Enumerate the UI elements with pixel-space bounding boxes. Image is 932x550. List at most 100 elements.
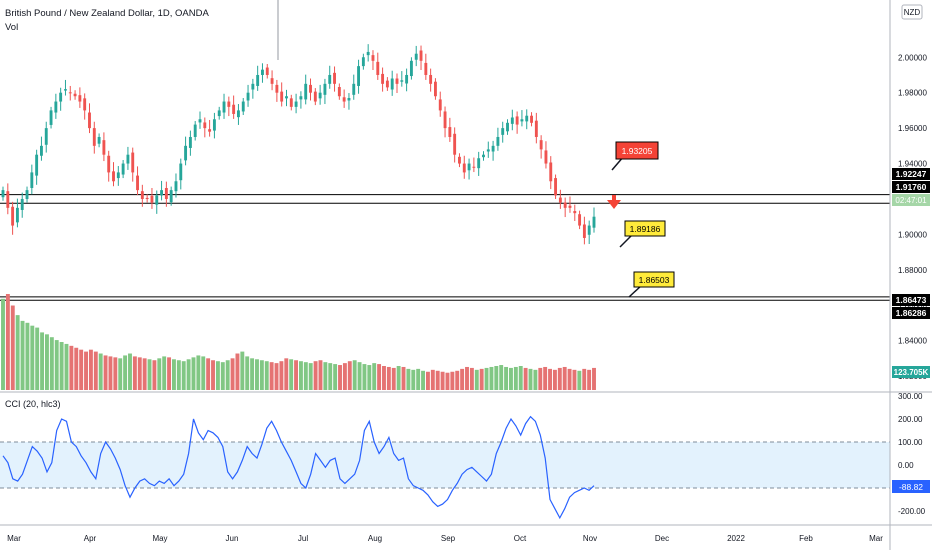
candle-body bbox=[208, 129, 212, 132]
callout-red-text: 1.93205 bbox=[622, 146, 653, 156]
volume-bar bbox=[528, 368, 533, 390]
cci-value-tag: -88.82 bbox=[892, 480, 930, 493]
candle-body bbox=[347, 98, 351, 101]
candle-body bbox=[59, 92, 63, 102]
candle-body bbox=[544, 150, 548, 164]
volume-bar bbox=[255, 359, 259, 390]
price-tag-level-d: 1.86286 bbox=[892, 307, 930, 319]
time-tick-label: May bbox=[152, 534, 167, 543]
candle-body bbox=[184, 145, 188, 161]
volume-bar bbox=[294, 360, 299, 390]
cci-tick-label: 300.00 bbox=[898, 392, 923, 401]
price-tick-label: 1.88000 bbox=[898, 266, 927, 275]
candle-body bbox=[155, 195, 159, 205]
candle-body bbox=[64, 89, 67, 91]
candle-body bbox=[448, 127, 452, 137]
time-tick-label: Oct bbox=[514, 534, 527, 543]
price-tick-label: 1.98000 bbox=[898, 89, 927, 98]
currency-badge[interactable]: NZD bbox=[901, 4, 923, 20]
price-tick-label: 1.94000 bbox=[898, 160, 927, 169]
candle-body bbox=[390, 78, 394, 90]
volume-bar bbox=[587, 369, 592, 390]
volume-bar bbox=[474, 369, 479, 390]
volume-bar bbox=[49, 337, 54, 390]
time-tick-label: Mar bbox=[7, 534, 21, 543]
volume-bar bbox=[167, 357, 172, 390]
candle-body bbox=[534, 120, 538, 137]
candle-body bbox=[385, 80, 389, 88]
candle-body bbox=[116, 172, 120, 179]
volume-bar bbox=[245, 356, 250, 390]
cci-pane[interactable] bbox=[0, 415, 890, 520]
volume-bar bbox=[147, 359, 152, 390]
candle-body bbox=[15, 207, 19, 223]
volume-bar bbox=[328, 363, 333, 390]
volume-bar bbox=[592, 367, 596, 390]
callout-yellow-2[interactable]: 1.86503 bbox=[628, 271, 675, 298]
candle-body bbox=[333, 72, 336, 84]
candle-body bbox=[49, 110, 53, 125]
candle-body bbox=[337, 87, 341, 97]
candle-body bbox=[83, 98, 87, 111]
candle-body bbox=[121, 163, 125, 175]
volume-bar bbox=[54, 340, 59, 390]
candle-body bbox=[400, 80, 404, 82]
candle-body bbox=[419, 50, 423, 61]
candle-body bbox=[232, 104, 236, 114]
volume-bar bbox=[333, 364, 338, 390]
candle-body bbox=[54, 101, 58, 113]
candle-body bbox=[328, 74, 332, 84]
countdown-tag: 02:47:01 bbox=[892, 194, 930, 206]
candle-body bbox=[131, 152, 135, 173]
time-tick-label: Jun bbox=[226, 534, 239, 543]
candle-body bbox=[525, 115, 529, 122]
candle-body bbox=[256, 74, 260, 86]
volume-bar bbox=[191, 357, 196, 390]
volume-bar bbox=[176, 360, 181, 390]
candle-body bbox=[357, 66, 361, 86]
chart-title: British Pound / New Zealand Dollar, 1D, … bbox=[5, 8, 209, 19]
volume-bar bbox=[64, 343, 69, 390]
volume-bar bbox=[211, 360, 215, 390]
price-pane[interactable] bbox=[0, 44, 890, 390]
candle-body bbox=[318, 92, 322, 99]
candle-body bbox=[381, 73, 385, 84]
cci-tick-label: -200.00 bbox=[898, 507, 926, 516]
candle-body bbox=[433, 81, 437, 97]
volume-bar bbox=[132, 356, 137, 390]
volume-bar bbox=[504, 366, 509, 390]
candle-body bbox=[11, 206, 15, 226]
svg-text:-88.82: -88.82 bbox=[899, 482, 923, 492]
price-tag-level-a: 1.92247 bbox=[892, 168, 930, 180]
candle-body bbox=[126, 154, 130, 164]
candle-body bbox=[68, 92, 72, 94]
candle-body bbox=[261, 69, 264, 75]
candle-body bbox=[443, 111, 447, 129]
candle-body bbox=[140, 191, 144, 199]
volume-bar bbox=[352, 360, 357, 390]
volume-bar bbox=[377, 364, 382, 390]
candle-body bbox=[30, 172, 34, 189]
volume-bar bbox=[269, 362, 274, 390]
volume-bar bbox=[342, 363, 347, 390]
candle-body bbox=[530, 115, 533, 123]
volume-bar bbox=[567, 368, 572, 390]
candle-body bbox=[174, 181, 178, 192]
candle-body bbox=[477, 158, 481, 169]
volume-bar bbox=[533, 369, 538, 390]
volume-bar bbox=[284, 358, 289, 390]
candle-body bbox=[342, 97, 346, 102]
callout-yellow-1[interactable]: 1.89186 bbox=[619, 220, 666, 248]
volume-bar bbox=[518, 366, 523, 390]
volume-bar bbox=[103, 355, 108, 390]
callout-red[interactable]: 1.93205 bbox=[611, 141, 659, 171]
time-axis[interactable]: Mar Apr May Jun Jul Aug Sep Oct Nov Dec 2022 Feb Mar bbox=[7, 534, 883, 543]
volume-bar bbox=[10, 305, 15, 390]
price-tag-level-c: 1.86473 bbox=[892, 294, 930, 306]
candle-body bbox=[241, 101, 245, 112]
volume-bar bbox=[572, 369, 577, 390]
volume-bar bbox=[460, 368, 465, 390]
candle-body bbox=[160, 190, 164, 196]
volume-bar bbox=[445, 372, 450, 390]
